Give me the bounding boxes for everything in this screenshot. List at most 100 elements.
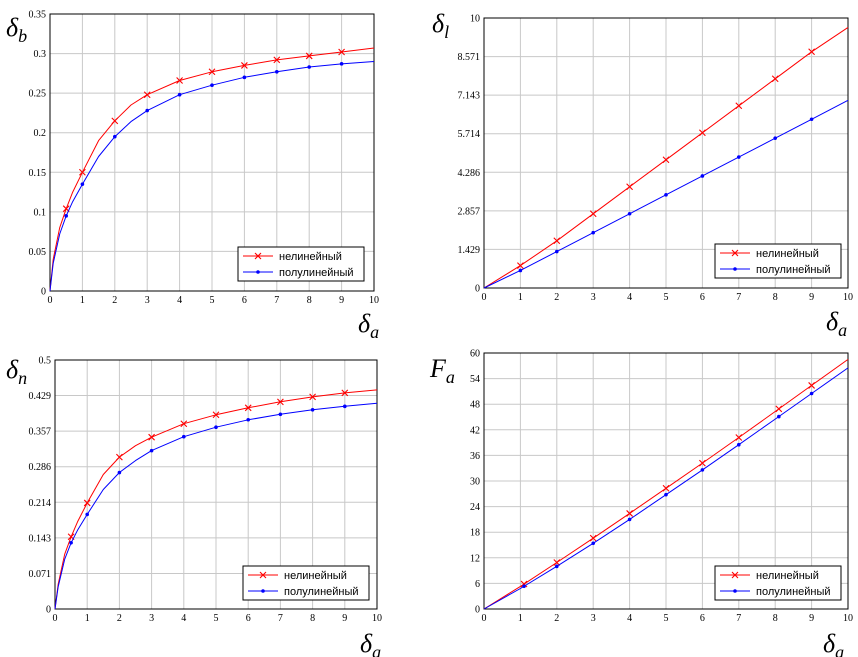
series-point <box>149 448 154 453</box>
series-point <box>212 411 220 419</box>
legend-item: полулинейный <box>243 267 354 279</box>
y-tick-label: 0.357 <box>29 427 52 438</box>
y-tick-label: 0.15 <box>29 168 47 179</box>
x-tick-label: 6 <box>242 295 247 306</box>
x-tick-label: 1 <box>518 292 523 303</box>
legend-box <box>237 246 365 282</box>
series-line <box>54 389 378 610</box>
series-point <box>208 68 216 76</box>
series-point <box>261 589 265 593</box>
y-tick-label: 0.1 <box>34 207 47 218</box>
legend-label: нелинейный <box>284 570 347 582</box>
x-tick-labels: 0 1 2 3 4 5 6 7 8 9 10 <box>482 613 854 624</box>
y-tick-label: 0.35 <box>29 10 47 21</box>
series-nonlinear <box>483 358 849 610</box>
y-tick-label: 42 <box>470 425 480 436</box>
series-point <box>143 91 151 99</box>
series-point <box>180 420 188 428</box>
y-tick-label: 1.429 <box>458 245 481 256</box>
series-point <box>341 389 349 397</box>
x-tick-label: 5 <box>664 292 669 303</box>
y-tick-labels: 0 1.429 2.857 4.286 5.714 7.143 8.571 10 <box>458 14 481 295</box>
y-tick-label: 10 <box>470 14 480 25</box>
x-axis-title: δa <box>826 307 847 340</box>
y-tick-label: 6 <box>475 579 480 590</box>
x-tick-label: 6 <box>246 613 251 624</box>
series-semilinear <box>49 61 375 292</box>
legend: нелинейный полулинейный <box>242 565 370 601</box>
series-point <box>116 453 123 461</box>
series-point <box>176 77 183 84</box>
series-point <box>809 391 814 396</box>
legend-item: нелинейный <box>243 251 342 263</box>
x-tick-label: 7 <box>736 292 741 303</box>
x-tick-label: 1 <box>85 613 90 624</box>
plot-frame <box>483 352 849 610</box>
series-point <box>627 517 632 522</box>
x-tick-label: 1 <box>518 613 523 624</box>
series-point <box>664 193 668 197</box>
series-point <box>808 382 815 389</box>
series-point <box>699 459 706 467</box>
x-tick-label: 8 <box>773 613 778 624</box>
y-tick-label: 0.429 <box>29 391 52 402</box>
x-tick-label: 7 <box>274 295 279 306</box>
legend-box <box>714 243 842 279</box>
legend: нелинейный полулинейный <box>714 243 842 279</box>
series-point <box>626 183 633 191</box>
series-point <box>733 589 737 593</box>
series-point <box>627 211 632 216</box>
series-point <box>64 214 68 218</box>
legend: нелинейный полулинейный <box>237 246 365 282</box>
series-point <box>80 182 85 186</box>
series-point <box>589 534 597 542</box>
series-point <box>553 237 561 245</box>
legend-item: полулинейный <box>248 586 359 598</box>
series-point <box>148 433 155 441</box>
legend-label: нелинейный <box>279 251 342 263</box>
series-point <box>117 470 122 475</box>
y-tick-label: 0.05 <box>29 247 47 258</box>
x-tick-label: 2 <box>554 613 559 624</box>
series-point <box>555 564 559 569</box>
x-tick-label: 5 <box>210 295 215 306</box>
y-tick-label: 12 <box>470 553 480 564</box>
series-point <box>246 417 250 422</box>
y-tick-label: 0.2 <box>34 128 47 139</box>
series-point <box>343 404 347 409</box>
series-point <box>777 414 781 419</box>
series-point <box>254 252 262 260</box>
y-tick-label: 36 <box>470 451 480 462</box>
series-point <box>771 75 779 83</box>
x-tick-label: 2 <box>112 295 117 306</box>
x-tick-labels: 0 1 2 3 4 5 6 7 8 9 10 <box>482 292 854 303</box>
x-tick-label: 8 <box>773 292 778 303</box>
series-point <box>737 442 741 447</box>
series-point <box>518 268 523 273</box>
x-tick-label: 3 <box>591 613 596 624</box>
x-tick-label: 4 <box>177 295 182 306</box>
x-axis-title: δa <box>360 629 381 657</box>
series-point <box>244 404 252 412</box>
x-tick-label: 0 <box>48 295 53 306</box>
y-tick-label: 0.143 <box>29 533 52 544</box>
x-tick-label: 10 <box>843 613 853 624</box>
series-point <box>731 249 739 257</box>
series-point <box>83 499 91 507</box>
y-axis-title: δn <box>6 355 27 388</box>
legend-item: нелинейный <box>720 570 819 582</box>
series-point <box>737 155 741 159</box>
legend-item: нелинейный <box>248 570 347 582</box>
legend: нелинейный полулинейный <box>714 565 842 601</box>
y-tick-label: 7.143 <box>458 91 481 102</box>
y-tick-label: 4.286 <box>458 168 481 179</box>
x-tick-label: 3 <box>145 295 150 306</box>
x-tick-label: 2 <box>117 613 122 624</box>
series-point <box>735 102 743 110</box>
y-axis-title: Fa <box>429 354 455 387</box>
x-tick-label: 9 <box>339 295 344 306</box>
y-tick-label: 0 <box>41 287 46 298</box>
legend-label: нелинейный <box>756 570 819 582</box>
series-point <box>278 412 283 417</box>
